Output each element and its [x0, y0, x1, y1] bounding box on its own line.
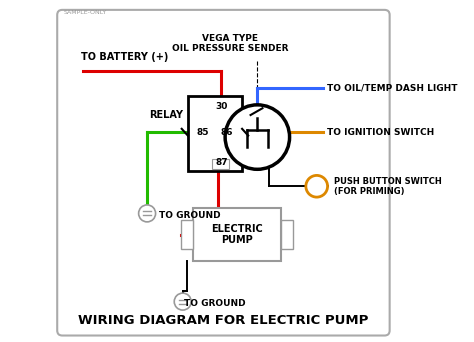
- Text: 85: 85: [197, 128, 209, 137]
- Circle shape: [174, 293, 191, 310]
- Bar: [212, 159, 228, 169]
- Text: VEGA TYPE
OIL PRESSURE SENDER: VEGA TYPE OIL PRESSURE SENDER: [172, 34, 289, 53]
- Text: 30: 30: [215, 102, 228, 111]
- Text: WIRING DIAGRAM FOR ELECTRIC PUMP: WIRING DIAGRAM FOR ELECTRIC PUMP: [78, 314, 369, 327]
- Bar: [281, 220, 293, 249]
- Circle shape: [306, 175, 328, 197]
- Text: TO BATTERY (+): TO BATTERY (+): [81, 52, 168, 63]
- Text: ELECTRIC
PUMP: ELECTRIC PUMP: [211, 224, 263, 246]
- Bar: [188, 96, 242, 171]
- Circle shape: [225, 105, 290, 169]
- Text: RELAY: RELAY: [149, 110, 182, 120]
- Text: TO OIL/TEMP DASH LIGHT: TO OIL/TEMP DASH LIGHT: [327, 83, 457, 92]
- Text: TO GROUND: TO GROUND: [159, 211, 220, 220]
- Bar: [181, 220, 193, 249]
- Text: 87: 87: [215, 158, 228, 167]
- Text: PUSH BUTTON SWITCH
(FOR PRIMING): PUSH BUTTON SWITCH (FOR PRIMING): [334, 176, 442, 196]
- Text: SAMPLE-ONLY: SAMPLE-ONLY: [64, 10, 107, 15]
- FancyBboxPatch shape: [57, 10, 390, 336]
- Circle shape: [138, 205, 155, 222]
- Text: TO IGNITION SWITCH: TO IGNITION SWITCH: [327, 128, 434, 137]
- Text: 86: 86: [220, 128, 233, 137]
- Text: TO GROUND: TO GROUND: [184, 299, 246, 308]
- Bar: [193, 208, 281, 261]
